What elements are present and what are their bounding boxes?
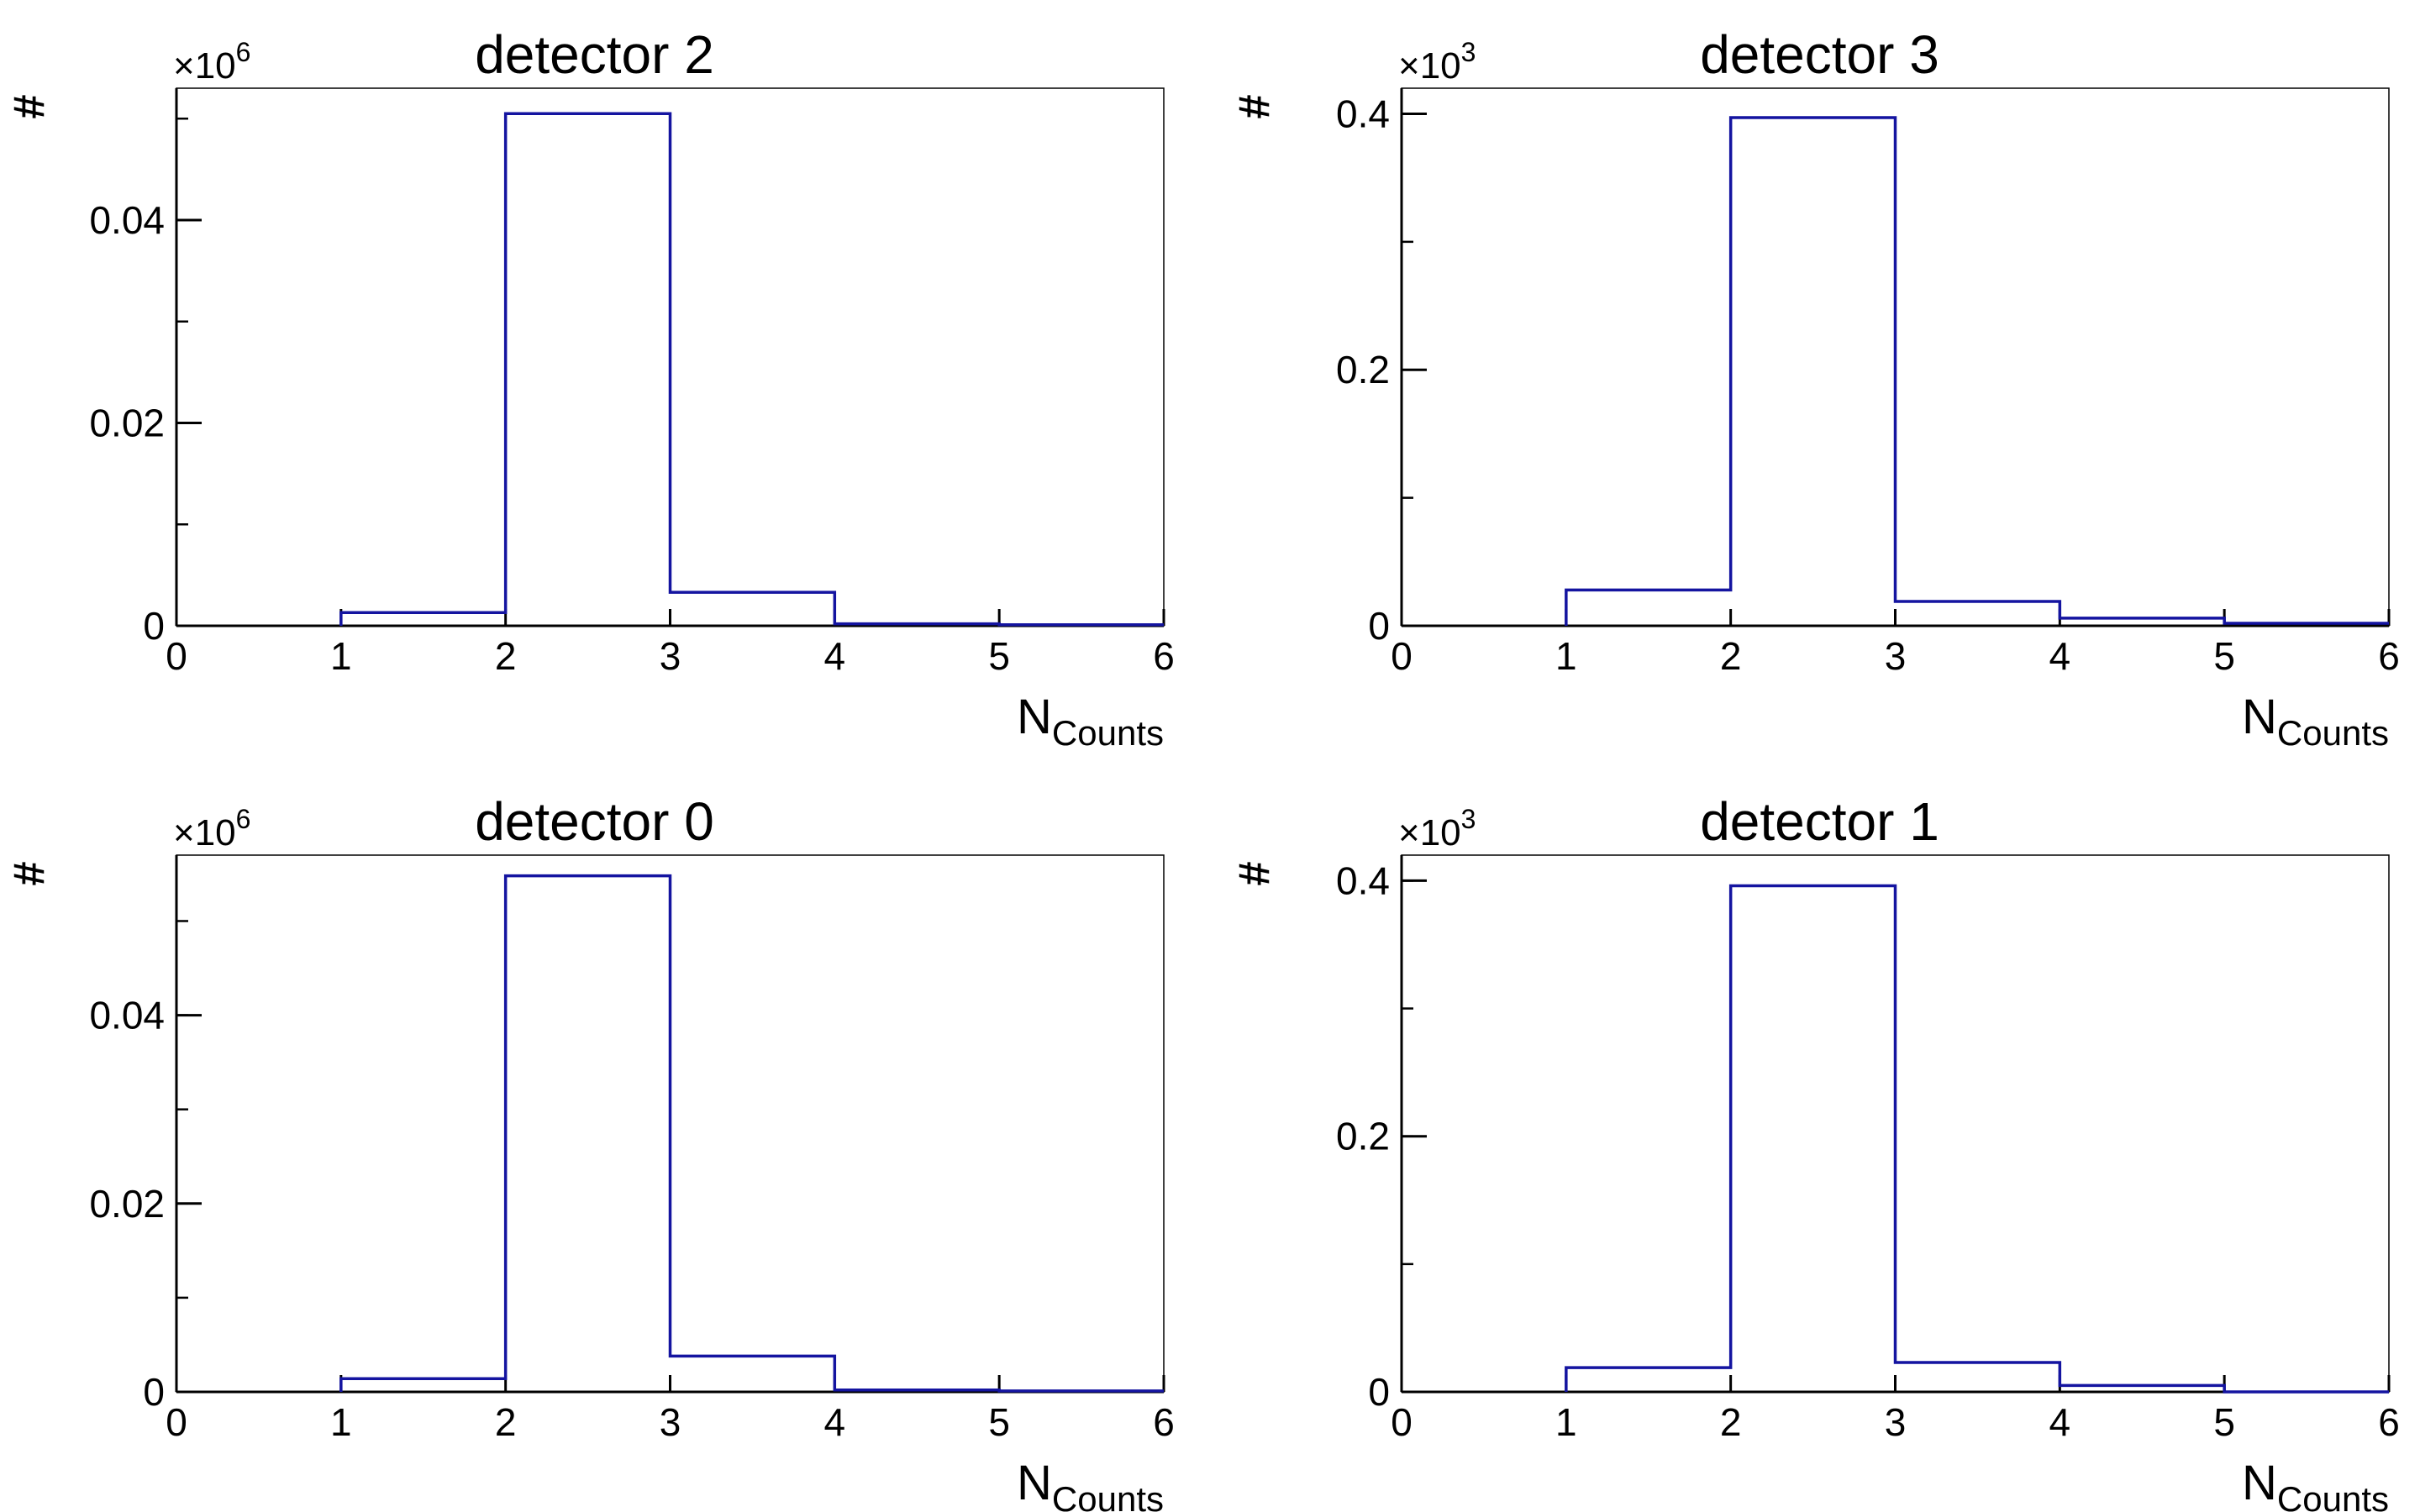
x-tick-label: 4 — [824, 1400, 846, 1444]
y-tick-label: 0 — [1368, 1370, 1390, 1414]
y-tick-label: 0.02 — [89, 401, 165, 444]
x-tick-label: 0 — [166, 1400, 187, 1444]
histogram-bin-2 — [506, 113, 671, 626]
histogram-bin-2 — [506, 876, 671, 1392]
histogram-line — [339, 112, 1164, 627]
histogram-bin-3 — [671, 1356, 835, 1392]
histogram-bin-3 — [671, 592, 835, 626]
x-axis-label: NCounts — [1017, 1456, 1164, 1512]
x-tick-label: 1 — [330, 1400, 352, 1444]
x-tick-label: 5 — [2213, 634, 2235, 678]
x-tick-label: 2 — [1720, 1400, 1742, 1444]
x-tick-label: 6 — [2378, 634, 2400, 678]
y-axis-label: # — [5, 94, 54, 118]
x-tick-label: 6 — [1153, 1400, 1175, 1444]
histogram-bin-4 — [834, 1390, 999, 1392]
histogram-bin-5 — [2224, 623, 2389, 626]
histogram-bin-4 — [2060, 1385, 2224, 1392]
histogram-panel-1: 0 1 2 3 4 5 6 0 0.2 0.4 detector 3 ×103 # NCounts — [1230, 24, 2400, 753]
x-tick-label: 4 — [824, 634, 846, 678]
x-tick-label: 0 — [166, 634, 187, 678]
y-tick-label: 0 — [1368, 604, 1390, 648]
x-tick-label: 6 — [1153, 634, 1175, 678]
histogram-bin-4 — [2060, 618, 2224, 626]
x-tick-label: 2 — [495, 634, 517, 678]
histogram-bin-1 — [341, 1378, 506, 1392]
y-multiplier: ×103 — [1398, 804, 1476, 853]
histogram-panel-3: 0 1 2 3 4 5 6 0 0.2 0.4 detector 1 ×103 # NCounts — [1230, 791, 2400, 1512]
x-tick-label: 3 — [660, 634, 681, 678]
y-tick-label: 0.4 — [1336, 92, 1390, 135]
histogram-bin-2 — [1731, 118, 1896, 626]
x-tick-label: 0 — [1391, 1400, 1413, 1444]
chart-title: detector 1 — [1700, 791, 1939, 852]
histogram-line — [1565, 116, 2389, 626]
x-tick-label: 1 — [330, 634, 352, 678]
chart-title: detector 0 — [475, 791, 714, 852]
histogram-bin-2 — [1731, 886, 1896, 1392]
histogram-bin-1 — [341, 612, 506, 626]
x-tick-label: 4 — [2049, 1400, 2071, 1444]
histogram-bin-5 — [999, 1391, 1164, 1392]
chart-title: detector 2 — [475, 24, 714, 85]
histogram-panel-2: 0 1 2 3 4 5 6 0 0.02 0.04 detector 0 ×106 # NCounts — [5, 791, 1175, 1512]
histogram-bin-4 — [834, 624, 999, 626]
histogram-bin-3 — [1896, 1362, 2060, 1392]
x-tick-label: 1 — [1555, 1400, 1577, 1444]
y-tick-label: 0.2 — [1336, 348, 1390, 391]
chart-title: detector 3 — [1700, 24, 1939, 85]
y-tick-label: 0.04 — [89, 198, 165, 242]
histogram-bin-3 — [1896, 601, 2060, 626]
y-tick-label: 0 — [143, 604, 165, 648]
x-tick-label: 2 — [495, 1400, 517, 1444]
histogram-bin-1 — [1566, 590, 1731, 626]
histogram-bin-5 — [999, 625, 1164, 626]
x-tick-label: 5 — [988, 1400, 1010, 1444]
y-tick-label: 0.2 — [1336, 1115, 1390, 1158]
x-tick-label: 6 — [2378, 1400, 2400, 1444]
y-tick-label: 0.04 — [89, 994, 165, 1037]
y-multiplier: ×106 — [173, 37, 250, 87]
x-axis-label: NCounts — [2242, 690, 2389, 753]
x-tick-label: 5 — [988, 634, 1010, 678]
x-tick-label: 4 — [2049, 634, 2071, 678]
x-tick-label: 5 — [2213, 1400, 2235, 1444]
y-axis-label: # — [1230, 94, 1279, 118]
histogram-line — [339, 874, 1164, 1393]
x-tick-label: 1 — [1555, 634, 1577, 678]
y-axis-label: # — [5, 861, 54, 885]
histogram-bin-1 — [1566, 1368, 1731, 1392]
y-multiplier: ×103 — [1398, 37, 1476, 87]
y-axis-label: # — [1230, 861, 1279, 885]
y-tick-label: 0.02 — [89, 1182, 165, 1226]
x-axis-label: NCounts — [1017, 690, 1164, 753]
histogram-line — [1565, 884, 2389, 1394]
y-multiplier: ×106 — [173, 804, 250, 853]
x-tick-label: 0 — [1391, 634, 1413, 678]
histogram-panel-0: 0 1 2 3 4 5 6 0 0.02 0.04 detector 2 ×106 # NCounts — [5, 24, 1175, 753]
x-tick-label: 2 — [1720, 634, 1742, 678]
x-tick-label: 3 — [660, 1400, 681, 1444]
y-tick-label: 0.4 — [1336, 858, 1390, 902]
y-tick-label: 0 — [143, 1370, 165, 1414]
x-tick-label: 3 — [1885, 1400, 1907, 1444]
x-tick-label: 3 — [1885, 634, 1907, 678]
x-axis-label: NCounts — [2242, 1456, 2389, 1512]
